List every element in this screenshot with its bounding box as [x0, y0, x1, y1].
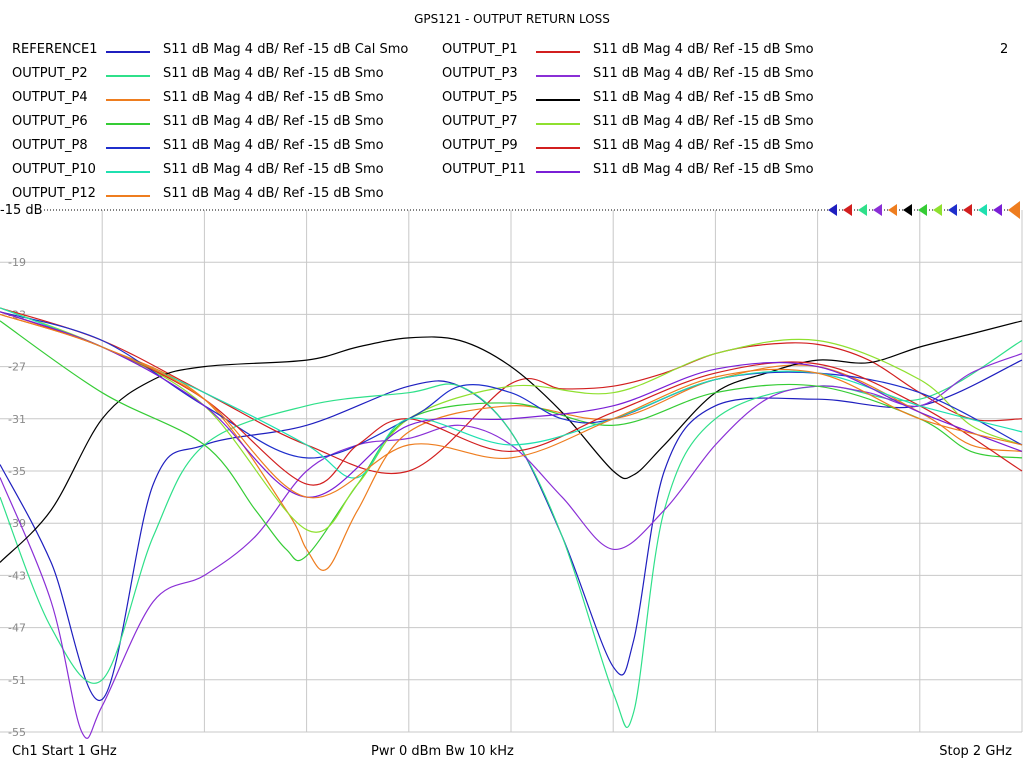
reference-level-label: -15 dB: [0, 203, 43, 218]
legend-color-swatch: [536, 99, 580, 101]
legend-color-swatch: [106, 195, 150, 197]
trace-output-p11: [0, 311, 1023, 498]
legend-entry: OUTPUT_P7 S11 dB Mag 4 dB/ Ref -15 dB Smo: [442, 114, 862, 134]
legend-color-swatch: [536, 147, 580, 149]
legend-color-swatch: [106, 123, 150, 125]
trace-marker: [888, 204, 897, 216]
legend-trace-name: OUTPUT_P2: [12, 66, 88, 81]
y-tick-label: -51: [8, 674, 26, 687]
footer-stop-frequency: Stop 2 GHz: [939, 744, 1012, 759]
legend-trace-description: S11 dB Mag 4 dB/ Ref -15 dB Smo: [163, 90, 384, 105]
legend-entry: OUTPUT_P10 S11 dB Mag 4 dB/ Ref -15 dB Sm…: [12, 162, 432, 182]
trace-marker: [948, 204, 957, 216]
legend-trace-description: S11 dB Mag 4 dB/ Ref -15 dB Smo: [163, 186, 384, 201]
legend-trace-name: OUTPUT_P12: [12, 186, 96, 201]
trace-marker: [993, 204, 1002, 216]
legend-entry: OUTPUT_P5 S11 dB Mag 4 dB/ Ref -15 dB Smo: [442, 90, 862, 110]
series-traces: [0, 307, 1023, 739]
trace-output-p10: [0, 307, 1023, 479]
legend-entry: OUTPUT_P12 S11 dB Mag 4 dB/ Ref -15 dB Sm…: [12, 186, 432, 206]
legend-color-swatch: [106, 147, 150, 149]
y-tick-label: -31: [8, 413, 26, 426]
trace-marker: [903, 204, 912, 216]
y-tick-labels: -19-23-27-31-35-39-43-47-51-55: [8, 256, 26, 739]
trace-marker: [918, 204, 927, 216]
legend-trace-description: S11 dB Mag 4 dB/ Ref -15 dB Smo: [163, 162, 384, 177]
legend-color-swatch: [536, 123, 580, 125]
trace-markers: [828, 201, 1020, 219]
trace-marker: [828, 204, 837, 216]
legend-entry: OUTPUT_P8 S11 dB Mag 4 dB/ Ref -15 dB Smo: [12, 138, 432, 158]
legend-entry: OUTPUT_P9 S11 dB Mag 4 dB/ Ref -15 dB Smo: [442, 138, 862, 158]
trace-marker: [933, 204, 942, 216]
legend-trace-name: REFERENCE1: [12, 42, 98, 57]
trace-marker: [873, 204, 882, 216]
legend-trace-description: S11 dB Mag 4 dB/ Ref -15 dB Smo: [163, 114, 384, 129]
trace-marker: [963, 204, 972, 216]
trace-marker: [843, 204, 852, 216]
legend-trace-name: OUTPUT_P1: [442, 42, 518, 57]
legend-trace-name: OUTPUT_P7: [442, 114, 518, 129]
chart-title: GPS121 - OUTPUT RETURN LOSS: [414, 12, 610, 26]
legend-trace-description: S11 dB Mag 4 dB/ Ref -15 dB Smo: [593, 42, 814, 57]
footer-start-frequency: Ch1 Start 1 GHz: [12, 744, 117, 759]
legend-entry: OUTPUT_P3 S11 dB Mag 4 dB/ Ref -15 dB Smo: [442, 66, 862, 86]
legend-trace-name: OUTPUT_P11: [442, 162, 526, 177]
y-tick-label: -35: [8, 465, 26, 478]
legend-color-swatch: [536, 51, 580, 53]
legend-trace-description: S11 dB Mag 4 dB/ Ref -15 dB Smo: [593, 138, 814, 153]
legend-trace-description: S11 dB Mag 4 dB/ Ref -15 dB Smo: [593, 162, 814, 177]
legend-trace-name: OUTPUT_P9: [442, 138, 518, 153]
legend-color-swatch: [536, 171, 580, 173]
legend-trace-description: S11 dB Mag 4 dB/ Ref -15 dB Smo: [163, 138, 384, 153]
legend-trace-name: OUTPUT_P5: [442, 90, 518, 105]
legend-entry: OUTPUT_P1 S11 dB Mag 4 dB/ Ref -15 dB Smo: [442, 42, 862, 62]
legend-trace-name: OUTPUT_P10: [12, 162, 96, 177]
trace-output-p12: [0, 313, 1023, 499]
legend-entry: OUTPUT_P4 S11 dB Mag 4 dB/ Ref -15 dB Smo: [12, 90, 432, 110]
grid: [0, 209, 1023, 733]
trace-marker: [978, 204, 987, 216]
legend-trace-name: OUTPUT_P4: [12, 90, 88, 105]
legend-trace-name: OUTPUT_P3: [442, 66, 518, 81]
legend-trace-name: OUTPUT_P6: [12, 114, 88, 129]
trace-output-p5: [0, 320, 1023, 563]
channel-number: 2: [1000, 42, 1009, 57]
trace-marker: [1008, 201, 1020, 219]
legend-color-swatch: [536, 75, 580, 77]
legend-trace-description: S11 dB Mag 4 dB/ Ref -15 dB Smo: [593, 90, 814, 105]
legend-entry: REFERENCE1 S11 dB Mag 4 dB/ Ref -15 dB Ca…: [12, 42, 432, 62]
legend-trace-name: OUTPUT_P8: [12, 138, 88, 153]
y-tick-label: -55: [8, 726, 26, 739]
legend-color-swatch: [106, 51, 150, 53]
legend-trace-description: S11 dB Mag 4 dB/ Ref -15 dB Cal Smo: [163, 42, 409, 57]
y-tick-label: -19: [8, 256, 26, 269]
y-tick-label: -43: [8, 569, 26, 582]
legend-entry: OUTPUT_P11 S11 dB Mag 4 dB/ Ref -15 dB Sm…: [442, 162, 862, 182]
legend-color-swatch: [106, 99, 150, 101]
footer-power-bandwidth: Pwr 0 dBm Bw 10 kHz: [371, 744, 514, 759]
legend-entry: OUTPUT_P2 S11 dB Mag 4 dB/ Ref -15 dB Smo: [12, 66, 432, 86]
legend-trace-description: S11 dB Mag 4 dB/ Ref -15 dB Smo: [593, 114, 814, 129]
legend-entry: OUTPUT_P6 S11 dB Mag 4 dB/ Ref -15 dB Smo: [12, 114, 432, 134]
legend-color-swatch: [106, 75, 150, 77]
legend-color-swatch: [106, 171, 150, 173]
y-tick-label: -27: [8, 361, 26, 374]
y-tick-label: -47: [8, 622, 26, 635]
trace-output-p4: [0, 313, 1023, 571]
legend-trace-description: S11 dB Mag 4 dB/ Ref -15 dB Smo: [593, 66, 814, 81]
legend-trace-description: S11 dB Mag 4 dB/ Ref -15 dB Smo: [163, 66, 384, 81]
trace-marker: [858, 204, 867, 216]
